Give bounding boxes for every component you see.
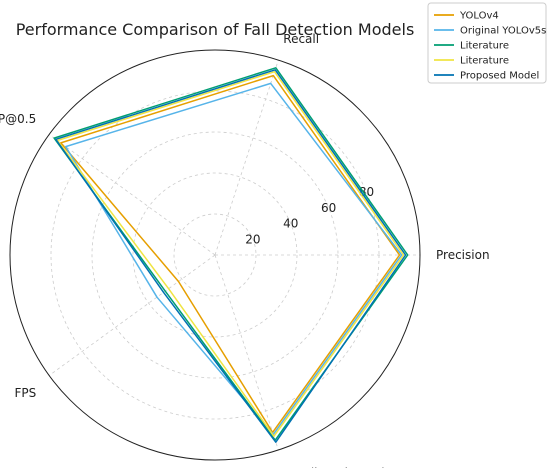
series-line-2	[64, 82, 403, 436]
legend-label: Proposed Model	[460, 71, 539, 82]
grid-circle	[173, 213, 257, 297]
legend-label: Original YOLOv5s	[460, 26, 546, 37]
r-tick-label: 20	[245, 232, 260, 246]
axis-label: Precision	[436, 248, 490, 262]
grid-spoke	[48, 254, 216, 376]
series-line-1	[60, 74, 401, 434]
grid-spoke	[214, 59, 279, 256]
legend-label: Literature	[460, 41, 509, 52]
series-line-4	[56, 70, 405, 438]
outer-frame	[9, 49, 421, 461]
legend: YOLOv4 Original YOLOv5s Literature Literatu…	[427, 2, 547, 84]
r-tick-label: 60	[321, 201, 336, 215]
axis-labels: Precision Recall mAP@0.5 FPS FAR (low=better…	[0, 32, 490, 468]
axis-label: Recall	[283, 32, 319, 46]
r-tick-label: 40	[283, 217, 298, 231]
legend-label: YOLOv4	[459, 11, 499, 22]
grid-spoke	[48, 134, 216, 256]
grid-spoke	[214, 254, 279, 451]
axis-label: FAR (low=better)	[283, 466, 386, 468]
legend-box	[427, 2, 547, 84]
chart-title: Performance Comparison of Fall Detection…	[16, 20, 415, 39]
radar-grid	[9, 49, 421, 461]
axis-label: mAP@0.5	[0, 112, 36, 126]
legend-label: Literature	[460, 56, 509, 67]
grid-circle	[132, 172, 298, 338]
axis-label: FPS	[14, 386, 36, 400]
series-line-5	[55, 69, 407, 443]
series-lines	[53, 67, 409, 443]
